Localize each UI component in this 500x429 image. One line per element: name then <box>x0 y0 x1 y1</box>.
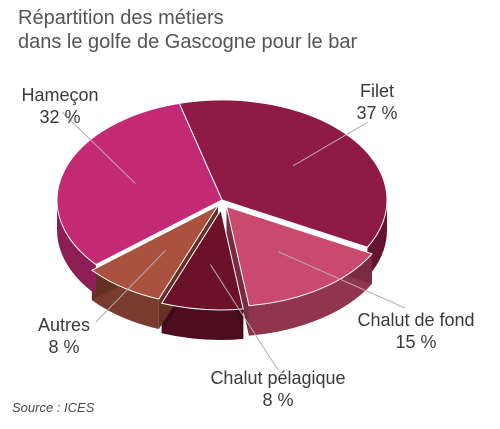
leader-line-hamecon <box>61 111 136 184</box>
label-chalut-pelagique: Chalut pélagique 8 % <box>193 367 363 411</box>
label-hamecon-value: 32 % <box>39 107 81 127</box>
pie-slice-autres <box>90 204 220 300</box>
leader-line-autres <box>95 250 166 323</box>
pie-wall-chalut-de-fond <box>248 253 372 336</box>
chart-title-line-2: dans le golfe de Gascogne pour le bar <box>18 31 358 53</box>
chart-title-line-1: Répartition des métiers <box>18 7 224 29</box>
pie-wall-chalut-pelagique <box>161 303 244 340</box>
label-autres: Autres 8 % <box>34 314 94 358</box>
leader-line-filet <box>292 121 369 167</box>
pie-wall-filet <box>367 200 387 278</box>
label-chalut-de-fond-name: Chalut de fond <box>357 310 475 330</box>
leader-lines <box>61 111 406 371</box>
label-autres-name: Autres <box>37 315 91 335</box>
leader-line-chalut-pelagique <box>209 264 279 371</box>
label-autres-value: 8 % <box>48 337 80 357</box>
label-filet-value: 37 % <box>356 103 398 123</box>
label-chalut-de-fond-value: 15 % <box>395 332 437 352</box>
pie-slice-hamecon <box>56 102 223 266</box>
pie-slice-chalut-de-fond <box>225 205 373 307</box>
pie-slice-chalut-pelagique <box>160 208 244 311</box>
label-chalut-de-fond: Chalut de fond 15 % <box>346 309 486 353</box>
label-chalut-pelagique-name: Chalut pélagique <box>210 368 346 388</box>
leader-line-chalut-de-fond <box>278 251 406 309</box>
pie-slices <box>56 99 388 311</box>
label-hamecon: Hameçon 32 % <box>10 84 110 128</box>
pie-slice-filet <box>178 99 388 248</box>
label-filet: Filet 37 % <box>322 80 432 124</box>
pie-cut-chalut-de-fond-1 <box>226 206 249 336</box>
label-filet-name: Filet <box>359 81 394 101</box>
chart-title: Répartition des métiers dans le golfe de… <box>18 6 357 54</box>
label-hamecon-name: Hameçon <box>21 85 99 105</box>
source-note: Source : ICES <box>12 400 95 415</box>
label-chalut-pelagique-value: 8 % <box>262 390 294 410</box>
